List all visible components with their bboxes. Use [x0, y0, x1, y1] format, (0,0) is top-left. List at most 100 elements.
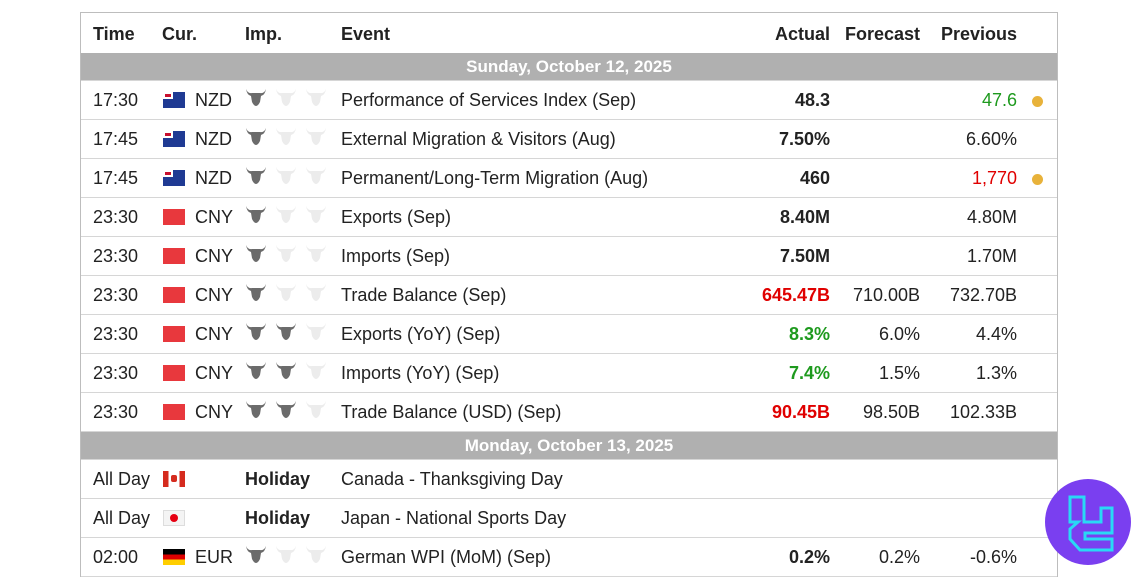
header-currency[interactable]: Cur. — [162, 24, 198, 44]
currency: CNY — [195, 402, 234, 422]
table-row[interactable]: 23:30 CNY Exports (YoY) (Sep) 8.3% 6.0% … — [81, 315, 1057, 354]
holiday-label: Holiday — [245, 469, 311, 489]
bull-importance-icon — [246, 89, 266, 106]
event-name[interactable]: Exports (Sep) — [341, 207, 452, 227]
table-row[interactable]: 23:30 CNY Trade Balance (USD) (Sep) 90.4… — [81, 393, 1057, 432]
event-time: 17:30 — [93, 90, 139, 110]
table-body: Sunday, October 12, 2025 17:30 NZD Perfo… — [81, 53, 1057, 577]
forecast-value: 710.00B — [852, 285, 920, 305]
previous-value: 4.4% — [975, 324, 1017, 344]
revision-dot-icon — [1032, 174, 1043, 185]
actual-value: 8.3% — [788, 324, 830, 344]
event-name[interactable]: Exports (YoY) (Sep) — [341, 324, 501, 344]
event-name[interactable]: External Migration & Visitors (Aug) — [341, 129, 616, 149]
bull-importance-icon — [246, 284, 266, 301]
bull-importance-icon — [276, 362, 296, 379]
event-time: All Day — [93, 508, 151, 528]
event-name[interactable]: Permanent/Long-Term Migration (Aug) — [341, 168, 649, 188]
importance-rating — [245, 399, 327, 419]
bull-importance-icon — [246, 167, 266, 184]
header-forecast[interactable]: Forecast — [844, 24, 920, 44]
bull-importance-icon — [306, 167, 326, 184]
bull-importance-icon — [306, 546, 326, 563]
flag-nz-icon — [163, 170, 185, 186]
bull-importance-icon — [306, 362, 326, 379]
importance-rating — [245, 126, 327, 146]
previous-value: 732.70B — [949, 285, 1017, 305]
header-actual[interactable]: Actual — [774, 24, 830, 44]
previous-value: 47.6 — [981, 90, 1017, 110]
table-row[interactable]: 23:30 CNY Imports (YoY) (Sep) 7.4% 1.5% … — [81, 354, 1057, 393]
header-event[interactable]: Event — [341, 24, 391, 44]
event-time: 17:45 — [93, 129, 139, 149]
table-row[interactable]: 17:45 NZD External Migration & Visitors … — [81, 120, 1057, 159]
actual-value: 0.2% — [788, 547, 830, 567]
previous-value: 102.33B — [949, 402, 1017, 422]
header-time[interactable]: Time — [93, 24, 135, 44]
currency: CNY — [195, 207, 234, 227]
flag-cn-icon — [163, 365, 185, 381]
flag-cn-icon — [163, 326, 185, 342]
table-row[interactable]: 23:30 CNY Trade Balance (Sep) 645.47B 71… — [81, 276, 1057, 315]
flag-cn-icon — [163, 404, 185, 420]
bull-importance-icon — [246, 362, 266, 379]
bull-importance-icon — [276, 546, 296, 563]
bull-importance-icon — [306, 284, 326, 301]
previous-value: -0.6% — [969, 547, 1017, 567]
event-name[interactable]: Imports (Sep) — [341, 246, 451, 266]
actual-value: 7.50% — [778, 129, 830, 149]
event-time: 23:30 — [93, 246, 139, 266]
currency: NZD — [195, 129, 232, 149]
bull-importance-icon — [306, 401, 326, 418]
currency: CNY — [195, 246, 234, 266]
table-row[interactable]: 17:30 NZD Performance of Services Index … — [81, 81, 1057, 120]
event-name[interactable]: German WPI (MoM) (Sep) — [341, 547, 552, 567]
previous-value: 6.60% — [965, 129, 1017, 149]
event-name[interactable]: Trade Balance (USD) (Sep) — [341, 402, 562, 422]
event-name[interactable]: Trade Balance (Sep) — [341, 285, 507, 305]
bull-importance-icon — [306, 206, 326, 223]
event-name[interactable]: Japan - National Sports Day — [341, 508, 567, 528]
table-row[interactable]: 17:45 NZD Permanent/Long-Term Migration … — [81, 159, 1057, 198]
forecast-value: 0.2% — [878, 547, 920, 567]
bull-importance-icon — [246, 401, 266, 418]
flag-ca-icon — [163, 471, 185, 487]
bull-importance-icon — [246, 206, 266, 223]
importance-rating — [245, 544, 327, 564]
date-separator: Sunday, October 12, 2025 — [81, 53, 1057, 81]
flag-jp-icon — [163, 510, 185, 526]
event-name[interactable]: Performance of Services Index (Sep) — [341, 90, 637, 110]
bull-importance-icon — [276, 401, 296, 418]
flag-cn-icon — [163, 248, 185, 264]
event-time: 23:30 — [93, 402, 139, 422]
table-row[interactable]: 23:30 CNY Exports (Sep) 8.40M 4.80M — [81, 198, 1057, 237]
currency: CNY — [195, 324, 234, 344]
table-row[interactable]: All Day Holiday Japan - National Sports … — [81, 499, 1057, 538]
bull-importance-icon — [306, 128, 326, 145]
event-name[interactable]: Canada - Thanksgiving Day — [341, 469, 563, 489]
event-time: 23:30 — [93, 363, 139, 383]
currency: EUR — [195, 547, 234, 567]
header-previous[interactable]: Previous — [940, 24, 1017, 44]
importance-rating — [245, 360, 327, 380]
revision-dot-icon — [1032, 96, 1043, 107]
table-row[interactable]: 02:00 EUR German WPI (MoM) (Sep) 0.2% 0.… — [81, 538, 1057, 577]
table-header: Time Cur. Imp. Event Actual Forecast Pre… — [81, 13, 1057, 53]
event-name[interactable]: Imports (YoY) (Sep) — [341, 363, 500, 383]
logo-icon — [1068, 495, 1114, 552]
header-importance[interactable]: Imp. — [245, 24, 283, 44]
bull-importance-icon — [306, 89, 326, 106]
importance-rating — [245, 321, 327, 341]
event-time: 23:30 — [93, 207, 139, 227]
event-time: 17:45 — [93, 168, 139, 188]
date-separator: Monday, October 13, 2025 — [81, 432, 1057, 460]
currency: NZD — [195, 90, 232, 110]
table-row[interactable]: 23:30 CNY Imports (Sep) 7.50M 1.70M — [81, 237, 1057, 276]
table-row[interactable]: All Day Holiday Canada - Thanksgiving Da… — [81, 460, 1057, 499]
previous-value: 4.80M — [966, 207, 1017, 227]
event-time: 23:30 — [93, 324, 139, 344]
forecast-value: 1.5% — [878, 363, 920, 383]
previous-value: 1.3% — [975, 363, 1017, 383]
actual-value: 645.47B — [761, 285, 830, 305]
currency: NZD — [195, 168, 232, 188]
